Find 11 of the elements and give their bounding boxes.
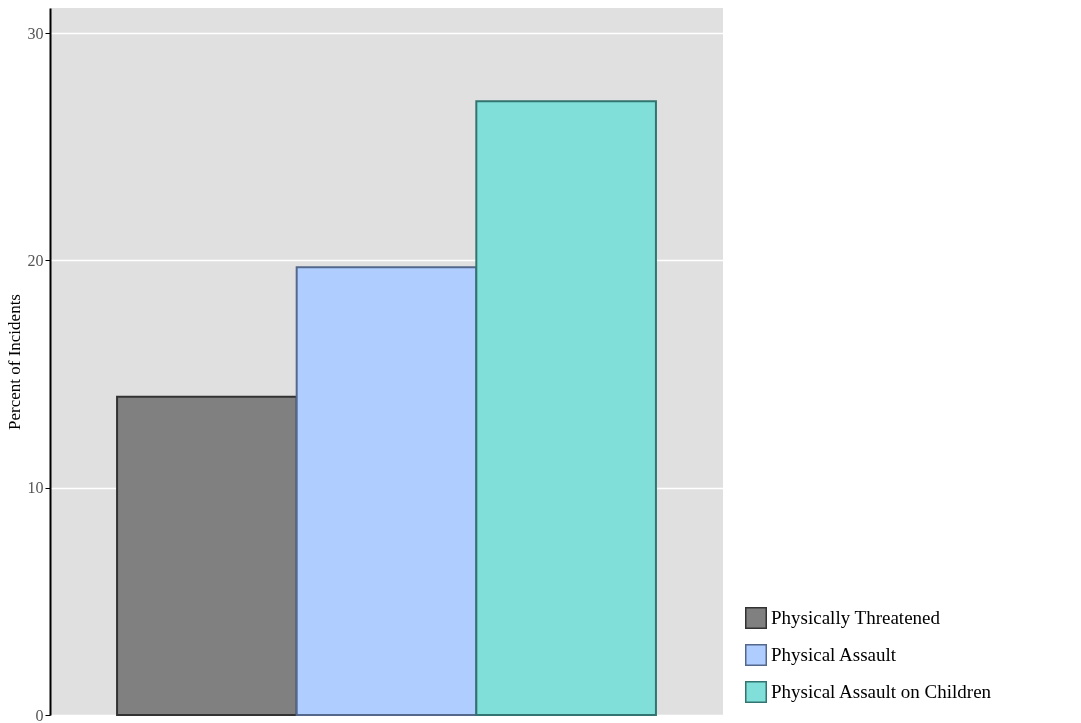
y-tick-label: 30	[27, 24, 44, 42]
y-tick-label: 10	[27, 479, 44, 497]
y-axis-title: Percent of Incidents	[4, 294, 24, 430]
y-tick-label: 0	[35, 706, 44, 723]
legend-label: Physically Threatened	[771, 607, 941, 628]
y-tick-label: 20	[27, 251, 44, 269]
bar	[295, 266, 478, 716]
legend-label: Physical Assault	[771, 644, 897, 665]
bar	[475, 100, 657, 716]
legend-label: Physical Assault on Children	[771, 681, 992, 702]
bar	[116, 395, 298, 716]
